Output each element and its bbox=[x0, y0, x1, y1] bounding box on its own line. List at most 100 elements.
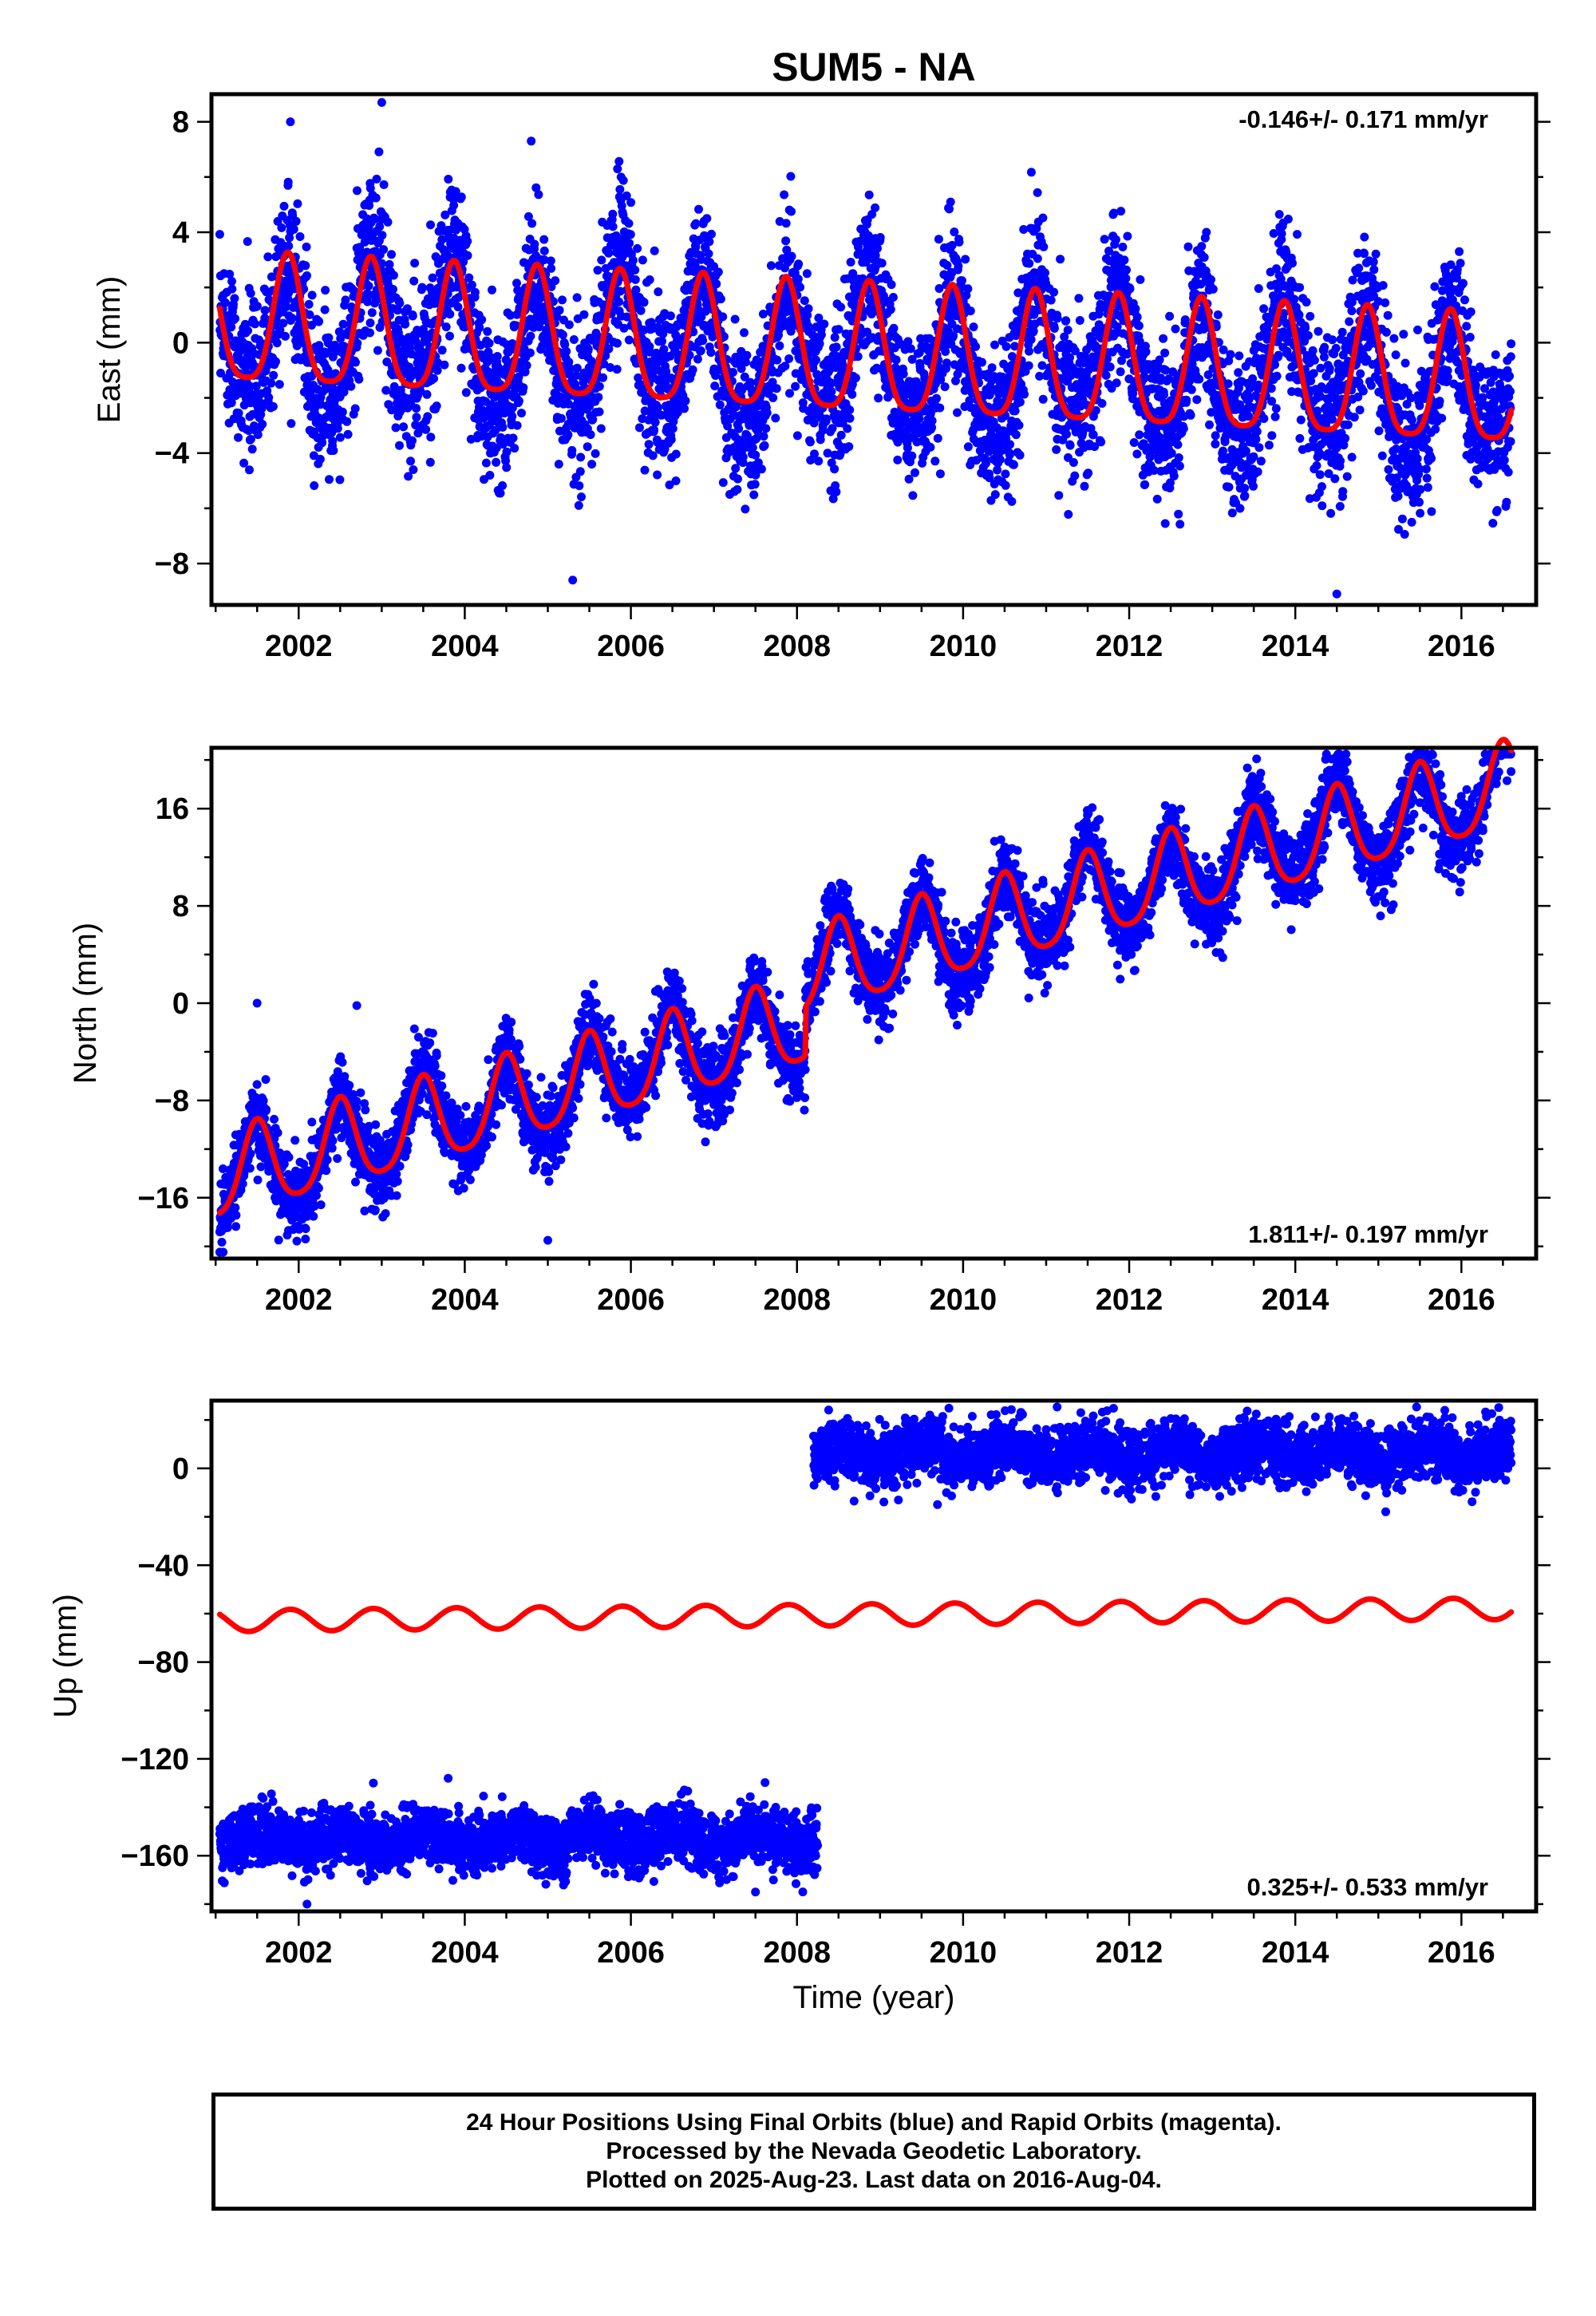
east-point-4453 bbox=[1227, 508, 1237, 518]
east-point-1188 bbox=[485, 471, 495, 480]
east-point-236 bbox=[269, 370, 279, 380]
east-point-2396 bbox=[760, 441, 769, 450]
east-point-1012 bbox=[445, 310, 455, 319]
east-point-43 bbox=[225, 270, 235, 279]
east-point-3290 bbox=[963, 284, 973, 294]
east-point-1506 bbox=[558, 295, 567, 305]
east-point-1402 bbox=[534, 190, 543, 200]
east-point-3755 bbox=[1069, 458, 1078, 467]
east-point-782 bbox=[393, 306, 402, 315]
east-point-4841 bbox=[1316, 363, 1325, 373]
east-point-4197 bbox=[1169, 472, 1179, 480]
east-point-2583 bbox=[802, 269, 812, 279]
east-point-978 bbox=[437, 346, 447, 355]
east-point-3730 bbox=[1063, 326, 1073, 335]
east-point-3520 bbox=[1015, 397, 1025, 407]
east-point-846 bbox=[408, 436, 417, 445]
east-point-4557 bbox=[1251, 435, 1261, 444]
east-point-1927 bbox=[654, 403, 662, 413]
east-point-3621 bbox=[1038, 394, 1048, 404]
east-point-1755 bbox=[614, 297, 623, 306]
east-point-1846 bbox=[634, 423, 644, 433]
east-point-936 bbox=[428, 273, 437, 283]
east-point-1308 bbox=[512, 421, 522, 430]
east-point-0 bbox=[215, 230, 224, 239]
east-point-4068 bbox=[1140, 480, 1150, 489]
east-point-4967 bbox=[1345, 317, 1354, 326]
east-point-3133 bbox=[927, 416, 937, 425]
east-point-122 bbox=[243, 237, 252, 247]
east-point-3315 bbox=[969, 322, 978, 332]
east-point-3916 bbox=[1105, 362, 1115, 372]
east-point-3971 bbox=[1118, 243, 1128, 251]
east-point-2954 bbox=[887, 280, 896, 290]
east-point-3656 bbox=[1046, 295, 1056, 305]
east-point-137 bbox=[246, 434, 255, 444]
east-point-4656 bbox=[1274, 350, 1283, 360]
east-point-2515 bbox=[787, 251, 796, 261]
east-point-2402 bbox=[761, 424, 771, 433]
east-point-226 bbox=[267, 378, 276, 388]
east-point-4562 bbox=[1252, 427, 1262, 437]
east-point-957 bbox=[433, 366, 442, 375]
east-point-3783 bbox=[1075, 316, 1084, 325]
east-point-4787 bbox=[1303, 330, 1313, 340]
east-point-1748 bbox=[613, 338, 622, 348]
east-point-462 bbox=[320, 305, 330, 314]
east-point-2302 bbox=[738, 453, 748, 461]
east-point-1221 bbox=[492, 352, 502, 361]
east-point-3819 bbox=[1084, 468, 1093, 478]
east-point-4186 bbox=[1167, 449, 1176, 458]
east-point-53 bbox=[227, 277, 236, 286]
east-point-1579 bbox=[574, 500, 583, 510]
east-point-4203 bbox=[1171, 324, 1180, 334]
east-point-479 bbox=[324, 333, 334, 342]
east-point-864 bbox=[412, 404, 421, 413]
east-point-283 bbox=[279, 201, 289, 211]
east-point-2204 bbox=[716, 294, 725, 304]
east-point-829 bbox=[404, 472, 413, 481]
east-point-1760 bbox=[615, 184, 625, 194]
east-point-2975 bbox=[891, 355, 901, 365]
east-point-3411 bbox=[990, 490, 1000, 500]
east-point-662 bbox=[365, 318, 375, 328]
east-point-808 bbox=[399, 422, 409, 432]
east-point-3455 bbox=[1001, 469, 1010, 479]
east-point-854 bbox=[409, 276, 419, 286]
east-point-638 bbox=[360, 237, 369, 247]
east-point-3302 bbox=[966, 306, 975, 316]
east-point-1509 bbox=[558, 330, 567, 340]
east-point-2771 bbox=[845, 413, 855, 423]
east-point-2572 bbox=[800, 296, 809, 306]
east-point-4627 bbox=[1267, 431, 1277, 441]
east-point-1090 bbox=[463, 251, 472, 260]
east-point-54 bbox=[227, 284, 237, 294]
east-point-2306 bbox=[740, 328, 749, 338]
east-point-2513 bbox=[787, 207, 796, 216]
east-point-4749 bbox=[1295, 283, 1305, 292]
east-point-4479 bbox=[1234, 368, 1243, 377]
east-point-2482 bbox=[780, 190, 789, 200]
east-point-301 bbox=[283, 177, 293, 187]
east-point-4339 bbox=[1202, 227, 1211, 237]
east-point-4958 bbox=[1342, 472, 1352, 481]
east-point-4274 bbox=[1187, 385, 1196, 394]
east-point-4003 bbox=[1125, 284, 1135, 294]
east-point-996 bbox=[441, 322, 451, 332]
east-point-4858 bbox=[1320, 342, 1329, 352]
east-point-765 bbox=[389, 271, 398, 280]
east-point-4937 bbox=[1337, 327, 1347, 337]
east-point-3264 bbox=[958, 276, 966, 286]
east-point-4027 bbox=[1131, 304, 1140, 314]
east-point-1367 bbox=[526, 331, 535, 341]
east-point-528 bbox=[335, 475, 345, 484]
east-point-530 bbox=[335, 433, 345, 442]
east-point-3214 bbox=[946, 197, 955, 207]
east-point-991 bbox=[440, 210, 450, 219]
east-point-3721 bbox=[1061, 316, 1071, 326]
east-point-3898 bbox=[1101, 370, 1111, 380]
east-point-1244 bbox=[498, 422, 508, 432]
east-point-4487 bbox=[1235, 504, 1245, 513]
east-point-3158 bbox=[933, 433, 942, 443]
east-point-1084 bbox=[461, 388, 471, 397]
